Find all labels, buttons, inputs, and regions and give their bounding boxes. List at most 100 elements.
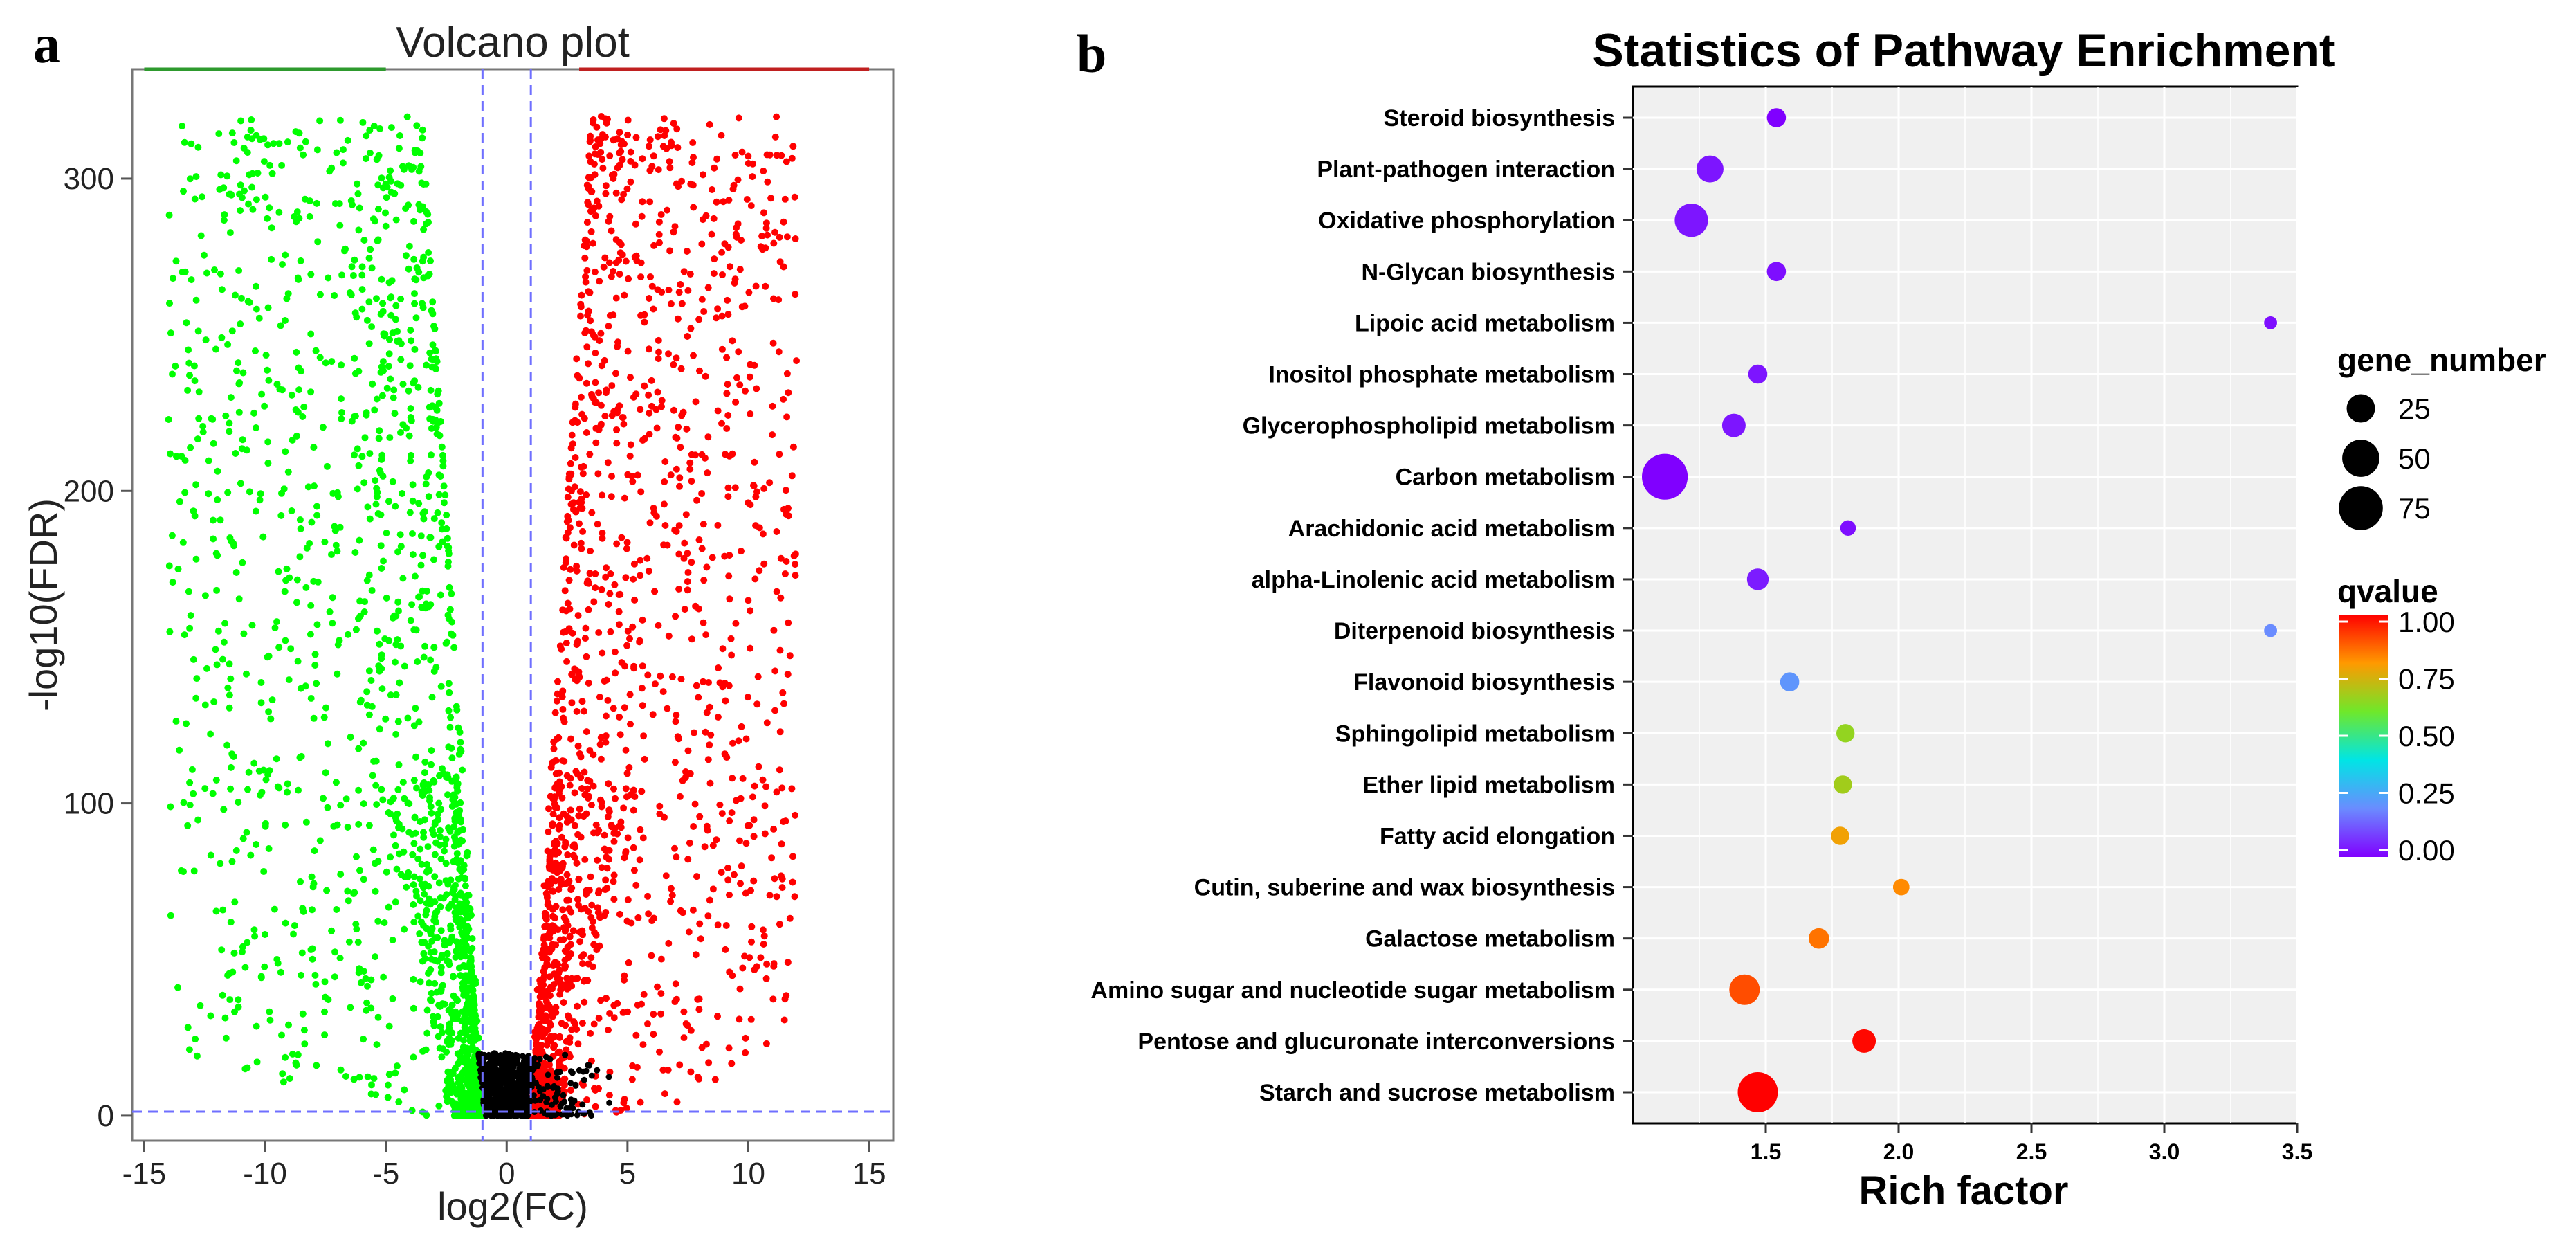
up-regulated-point (587, 158, 594, 165)
down-regulated-point (427, 257, 434, 264)
down-regulated-point (391, 410, 399, 417)
up-regulated-point (780, 218, 787, 226)
up-regulated-point (770, 626, 778, 634)
down-regulated-point (243, 446, 250, 454)
up-regulated-point (541, 964, 549, 971)
down-regulated-point (435, 799, 443, 807)
down-regulated-point (462, 882, 469, 889)
down-regulated-point (417, 150, 424, 156)
up-regulated-point (687, 325, 695, 332)
down-regulated-point (450, 858, 457, 865)
down-regulated-point (425, 249, 432, 256)
down-regulated-point (379, 358, 387, 365)
up-regulated-point (595, 1085, 602, 1092)
up-regulated-point (595, 629, 603, 636)
up-regulated-point (703, 1040, 710, 1048)
up-regulated-point (709, 885, 717, 893)
down-regulated-point (374, 627, 381, 635)
up-regulated-point (789, 878, 796, 886)
down-regulated-point (379, 307, 387, 315)
up-regulated-point (613, 440, 621, 447)
up-regulated-point (622, 746, 630, 754)
up-regulated-point (584, 785, 592, 793)
up-regulated-point (627, 441, 634, 449)
up-regulated-point (736, 266, 744, 273)
up-regulated-point (629, 623, 637, 631)
down-regulated-point (428, 989, 435, 997)
down-regulated-point (395, 337, 403, 345)
down-regulated-point (168, 532, 176, 539)
down-regulated-point (293, 576, 301, 584)
up-regulated-point (598, 586, 605, 593)
down-regulated-point (448, 754, 456, 762)
down-regulated-point (369, 380, 376, 388)
up-regulated-point (540, 935, 547, 943)
down-regulated-point (430, 948, 438, 956)
up-regulated-point (770, 962, 778, 970)
up-regulated-point (603, 865, 611, 872)
down-regulated-point (241, 964, 249, 971)
down-regulated-point (312, 980, 320, 988)
pathway-point (1892, 878, 1910, 896)
up-regulated-point (704, 826, 711, 834)
up-regulated-point (732, 230, 740, 238)
down-regulated-point (423, 208, 430, 215)
up-regulated-point (613, 426, 621, 433)
up-regulated-point (583, 810, 590, 817)
down-regulated-point (394, 598, 402, 606)
down-regulated-point (217, 270, 224, 278)
up-regulated-point (711, 164, 718, 172)
down-regulated-point (262, 820, 269, 827)
up-regulated-point (605, 806, 613, 814)
down-regulated-point (333, 149, 340, 156)
up-regulated-point (645, 391, 652, 399)
up-regulated-point (705, 1059, 713, 1067)
down-regulated-point (313, 1062, 320, 1069)
up-regulated-point (646, 136, 654, 143)
down-regulated-point (428, 925, 435, 933)
up-regulated-point (689, 906, 697, 914)
down-regulated-point (296, 144, 304, 152)
up-regulated-point (747, 1015, 755, 1023)
up-regulated-point (587, 1029, 594, 1037)
non-significant-point (512, 1080, 519, 1087)
down-regulated-point (424, 843, 432, 851)
down-regulated-point (432, 365, 439, 372)
down-regulated-point (365, 571, 373, 579)
up-regulated-point (672, 980, 679, 988)
up-regulated-point (549, 887, 556, 895)
down-regulated-point (360, 237, 368, 244)
down-regulated-point (397, 543, 405, 550)
pathway-point (1831, 826, 1849, 845)
down-regulated-point (427, 656, 435, 664)
up-regulated-point (616, 129, 623, 136)
up-regulated-point (792, 572, 799, 579)
up-regulated-point (623, 539, 631, 546)
down-regulated-point (194, 816, 202, 824)
up-regulated-point (776, 258, 784, 266)
down-regulated-point (449, 1068, 457, 1076)
down-regulated-point (167, 803, 174, 811)
up-regulated-point (549, 912, 556, 920)
up-regulated-point (702, 372, 709, 380)
up-regulated-point (579, 960, 586, 968)
down-regulated-point (253, 1022, 260, 1030)
down-regulated-point (187, 444, 194, 451)
down-regulated-point (419, 552, 427, 559)
up-regulated-point (577, 539, 585, 547)
up-regulated-point (567, 941, 574, 948)
up-regulated-point (551, 1042, 558, 1049)
down-regulated-point (210, 698, 218, 705)
up-regulated-point (664, 206, 671, 214)
down-regulated-point (330, 822, 338, 830)
up-regulated-point (789, 443, 797, 451)
down-regulated-point (423, 588, 430, 595)
up-regulated-point (638, 788, 646, 795)
down-regulated-point (438, 1053, 446, 1061)
down-regulated-point (237, 181, 244, 189)
down-regulated-point (224, 684, 232, 691)
down-regulated-point (434, 934, 441, 941)
up-regulated-point (781, 195, 789, 203)
size-legend-dot (2346, 394, 2375, 423)
down-regulated-point (457, 972, 464, 979)
